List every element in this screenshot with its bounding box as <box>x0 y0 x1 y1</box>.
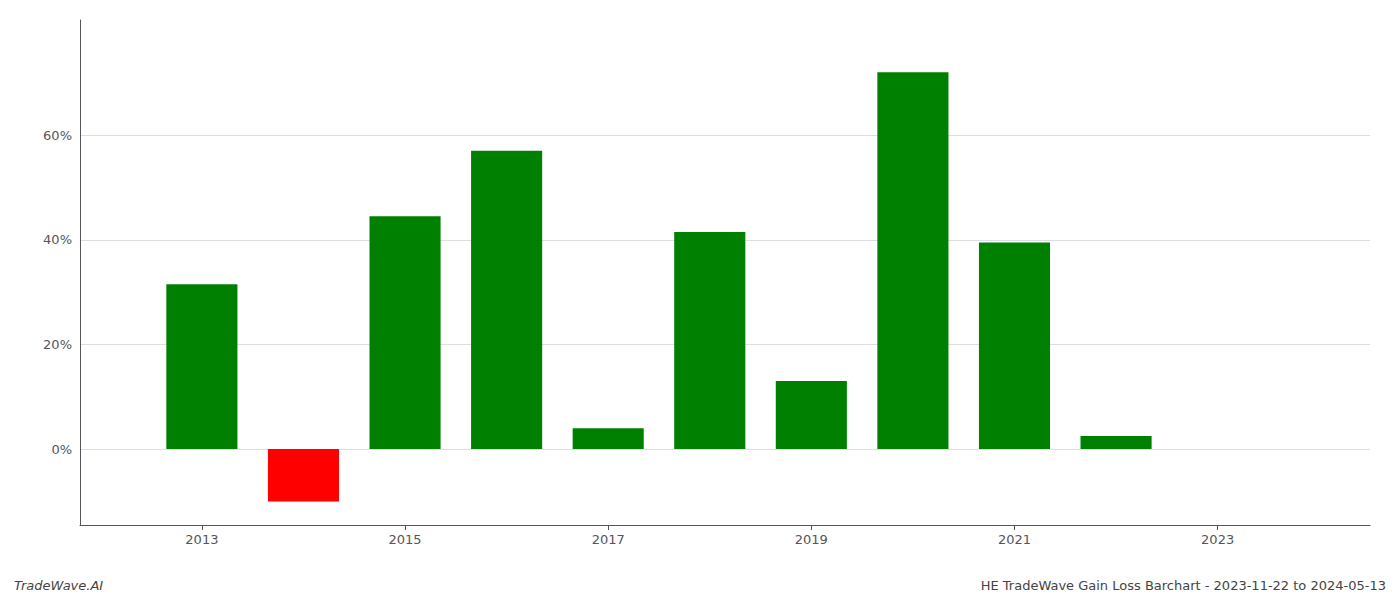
svg-text:0%: 0% <box>51 442 72 457</box>
svg-text:HE TradeWave Gain Loss Barchar: HE TradeWave Gain Loss Barchart - 2023-1… <box>981 578 1386 593</box>
svg-text:TradeWave.AI: TradeWave.AI <box>14 578 103 593</box>
svg-text:2019: 2019 <box>795 532 828 547</box>
svg-text:60%: 60% <box>43 128 72 143</box>
svg-text:2023: 2023 <box>1201 532 1234 547</box>
svg-text:2017: 2017 <box>592 532 625 547</box>
svg-text:2013: 2013 <box>185 532 218 547</box>
svg-text:20%: 20% <box>43 337 72 352</box>
svg-text:2015: 2015 <box>388 532 421 547</box>
svg-text:40%: 40% <box>43 232 72 247</box>
svg-text:2021: 2021 <box>998 532 1031 547</box>
